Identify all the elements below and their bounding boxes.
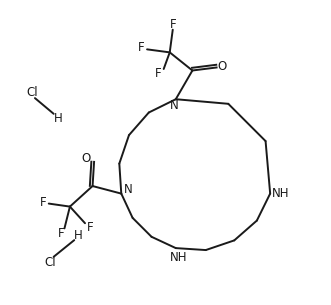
Text: F: F (40, 196, 47, 209)
Text: F: F (138, 41, 145, 54)
Text: O: O (81, 152, 90, 165)
Text: H: H (74, 229, 83, 242)
Text: NH: NH (170, 251, 188, 264)
Text: O: O (217, 60, 227, 73)
Text: N: N (170, 99, 179, 112)
Text: F: F (87, 221, 94, 234)
Text: F: F (155, 67, 162, 80)
Text: N: N (123, 184, 132, 196)
Text: F: F (170, 18, 177, 31)
Text: H: H (54, 112, 62, 124)
Text: Cl: Cl (27, 86, 38, 99)
Text: NH: NH (272, 187, 290, 200)
Text: F: F (58, 227, 64, 240)
Text: Cl: Cl (44, 256, 56, 269)
